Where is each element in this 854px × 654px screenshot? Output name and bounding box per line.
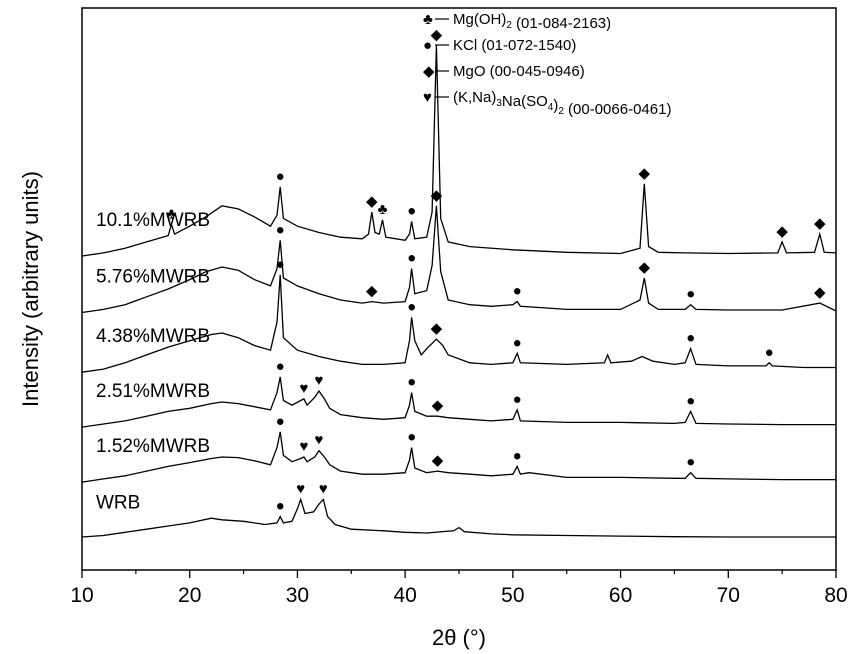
peak-marker-diamond: ◆ [432,397,444,414]
series-label: WRB [96,493,140,514]
x-tick-label: 40 [393,584,416,607]
legend-symbol-club: ♣ [423,11,433,28]
series-line [81,45,837,257]
series-label: 2.51%MWRB [96,381,210,402]
peak-marker-heart: ♥ [299,438,308,455]
peak-marker-dot: ● [686,286,695,303]
series-line [81,205,837,314]
series-0: 10.1%MWRB♣●◆ ♣ ●◆◆◆ ◆ [81,27,837,257]
series-line [81,431,836,483]
series-line [81,497,836,538]
peak-marker-dot: ● [276,498,285,515]
peak-marker-diamond: ◆ [639,259,651,276]
peak-marker-dot: ● [276,168,285,185]
legend-label: KCl (01-072-1540) [453,37,576,54]
peak-marker-diamond: ◆ [639,165,651,182]
series-3: 2.51%MWRB ● ♥ ♥ ● ◆ ● ● [81,358,836,428]
peak-marker-diamond: ◆ [432,452,444,469]
series-label: 5.76%MWRB [96,267,210,288]
peak-marker-dot: ● [686,392,695,409]
peak-marker-diamond: ◆ [431,187,443,204]
x-tick-label: 80 [824,584,847,607]
legend-item-diamond: ◆ MgO (00-045-0946) [423,63,585,80]
legend-label: (K,Na)3Na(SO4)2 (00-0066-0461) [453,89,671,118]
peak-marker-heart: ♥ [296,480,305,497]
series-label: 10.1%MWRB [96,210,210,231]
series-line [81,376,836,428]
x-tick-label: 30 [286,584,309,607]
legend-symbol-dot: ● [423,37,432,54]
series-label: 4.38%MWRB [96,326,210,347]
plot-layer: 10.1%MWRB♣●◆ ♣ ●◆◆◆ ◆5.76%MWRB●◆●◆●◆● ◆4.38%… [81,27,837,538]
peak-marker-dot: ● [513,334,522,351]
legend-symbol-heart: ♥ [423,89,432,106]
peak-marker-diamond: ◆ [814,284,826,301]
peak-marker-dot: ● [276,413,285,430]
legend-symbol-diamond: ◆ [423,63,435,80]
peak-marker-dot: ● [513,283,522,300]
peak-marker-diamond: ◆ [814,215,826,232]
peak-marker-dot: ● [513,391,522,408]
peak-marker-club: ♣ [166,206,176,223]
x-tick-label: 60 [609,584,632,607]
series-4: 1.52%MWRB ● ♥ ♥ ● ◆ ● ● [81,413,836,483]
peak-marker-dot: ● [407,203,416,220]
x-axis-title: 2θ (°) [432,625,486,650]
legend-label: MgO (00-045-0946) [453,63,585,80]
x-tick-label: 20 [178,584,201,607]
y-axis-title: Intensity (arbitrary units) [18,171,43,407]
series-5: WRB ● ♥ ♥ [81,480,836,538]
peak-marker-dot: ● [407,429,416,446]
peak-marker-diamond: ◆ [366,193,378,210]
series-2: 4.38%MWRB ● ● ◆ ● ● ● [81,256,836,373]
peak-marker-diamond: ◆ [366,283,378,300]
peak-marker-dot: ● [407,374,416,391]
peak-marker-dot: ● [276,221,285,238]
peak-marker-diamond: ◆ [776,223,788,240]
peak-marker-dot: ● [407,250,416,267]
peak-marker-dot: ● [686,454,695,471]
peak-marker-dot: ● [407,298,416,315]
legend-label: Mg(OH)2 (01-084-2163) [453,11,611,32]
peak-marker-heart: ♥ [299,380,308,397]
peak-marker-heart: ♥ [315,432,324,449]
x-tick-label: 50 [501,584,524,607]
series-line [81,274,836,373]
peak-marker-dot: ● [276,256,285,273]
peak-marker-dot: ● [765,344,774,361]
legend: ♣ Mg(OH)2 (01-084-2163) ● KCl (01-072-1540)… [423,11,671,118]
legend-item-dot: ● KCl (01-072-1540) [423,37,576,54]
x-axis: 10 20 30 40 50 60 70 80 [70,570,848,607]
peak-marker-dot: ● [276,358,285,375]
peak-marker-dot: ● [686,330,695,347]
x-tick-label: 70 [717,584,740,607]
series-label: 1.52%MWRB [96,436,210,457]
x-tick-label: 10 [70,584,93,607]
legend-item-heart: ♥ (K,Na)3Na(SO4)2 (00-0066-0461) [423,89,671,118]
peak-marker-heart: ♥ [319,480,328,497]
peak-marker-dot: ● [513,447,522,464]
legend-item-club: ♣ Mg(OH)2 (01-084-2163) [423,11,611,32]
peak-marker-diamond: ◆ [431,320,443,337]
peak-marker-heart: ♥ [315,372,324,389]
peak-marker-diamond: ◆ [431,27,443,44]
peak-marker-club: ♣ [378,201,388,218]
series-1: 5.76%MWRB ● ◆ ● ◆ ● ◆ ● ◆ [81,187,837,314]
